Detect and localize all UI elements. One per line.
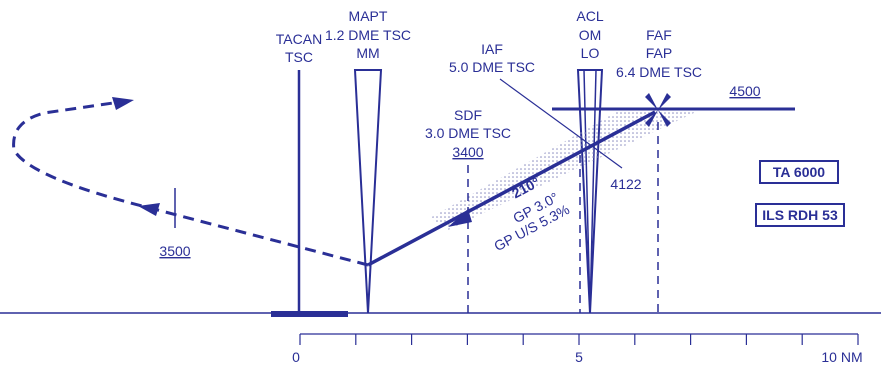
faf-label-1: FAF	[646, 27, 672, 43]
intercept-altitude-label: 4500	[729, 83, 760, 99]
runway-bar	[271, 311, 348, 317]
acl-label-1: ACL	[576, 8, 603, 24]
missed-approach-arrow-lower	[138, 203, 160, 216]
missed-altitude-label: 3500	[159, 243, 190, 259]
mm-marker-cone	[353, 69, 383, 314]
faf-label-3: 6.4 DME TSC	[616, 64, 702, 80]
glidepath-obstacle-band	[430, 110, 700, 230]
final-approach-path	[367, 110, 656, 267]
final-approach-arrowhead	[448, 209, 472, 227]
mapt-label-3: MM	[356, 45, 379, 61]
ta-box-label: TA 6000	[773, 164, 825, 180]
distance-scale: 0 5 10 NM	[292, 333, 863, 365]
sdf-altitude-label: 3400	[452, 144, 483, 160]
mapt-label-1: MAPT	[349, 8, 388, 24]
acl-label-3: LO	[581, 45, 600, 61]
iaf-leader-line	[499, 78, 623, 169]
faf-label-2: FAP	[646, 45, 672, 61]
sdf-label-1: SDF	[454, 107, 482, 123]
tacan-label-2: TSC	[285, 49, 313, 65]
iaf-label-1: IAF	[481, 41, 503, 57]
acl-label-2: OM	[579, 27, 602, 43]
rdh-box-label: ILS RDH 53	[762, 207, 838, 223]
iaf-label-2: 5.0 DME TSC	[449, 59, 535, 75]
scale-label-0: 0	[292, 349, 300, 365]
faf-maltese-cross	[645, 93, 671, 127]
om-crossing-altitude: 4122	[610, 176, 641, 192]
scale-label-5: 5	[575, 349, 583, 365]
mapt-label-2: 1.2 DME TSC	[325, 27, 411, 43]
rdh-box-frame	[755, 203, 845, 227]
om-marker-cone	[576, 69, 604, 314]
scale-label-10: 10 NM	[821, 349, 862, 365]
sdf-label-2: 3.0 DME TSC	[425, 125, 511, 141]
missed-approach-arrow-upper	[112, 97, 134, 110]
tacan-label-1: TACAN	[276, 31, 322, 47]
ta-box-frame	[759, 160, 839, 184]
missed-approach-path	[12, 100, 369, 267]
